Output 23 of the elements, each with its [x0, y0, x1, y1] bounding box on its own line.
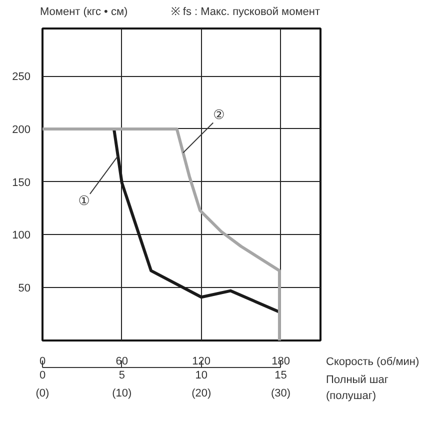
text: ①: [78, 194, 90, 209]
y-tick-label: 250: [12, 71, 31, 84]
x-tick-label: 120: [192, 356, 211, 368]
x-tick-label: 60: [116, 356, 128, 368]
text: ②: [213, 108, 225, 123]
x-tick-label: 180: [272, 356, 290, 368]
y-tick-label: 150: [12, 176, 31, 189]
text: (30): [271, 388, 291, 400]
text: (10): [112, 388, 132, 400]
x2-tick-label: 10: [195, 370, 208, 382]
y-axis-title: Момент (кгс • см): [40, 5, 128, 20]
y-tick-label: 50: [18, 282, 31, 295]
x2-tick-label: 15: [274, 370, 287, 382]
x-axis-title: Скорость (об/мин): [326, 355, 420, 370]
x2-tick-label: 0: [39, 370, 46, 382]
x2-axis-title: Полный шаг (полушаг): [326, 373, 388, 404]
y-tick-label: 200: [12, 124, 31, 136]
y-tick-label: 100: [12, 230, 31, 242]
x2-tick-label: 5: [118, 370, 125, 382]
x-tick-label: 0: [39, 356, 46, 368]
text: ※ fs : Макс. пусковой момент: [170, 5, 320, 20]
text: (0): [36, 388, 50, 400]
text: (20): [192, 388, 212, 400]
